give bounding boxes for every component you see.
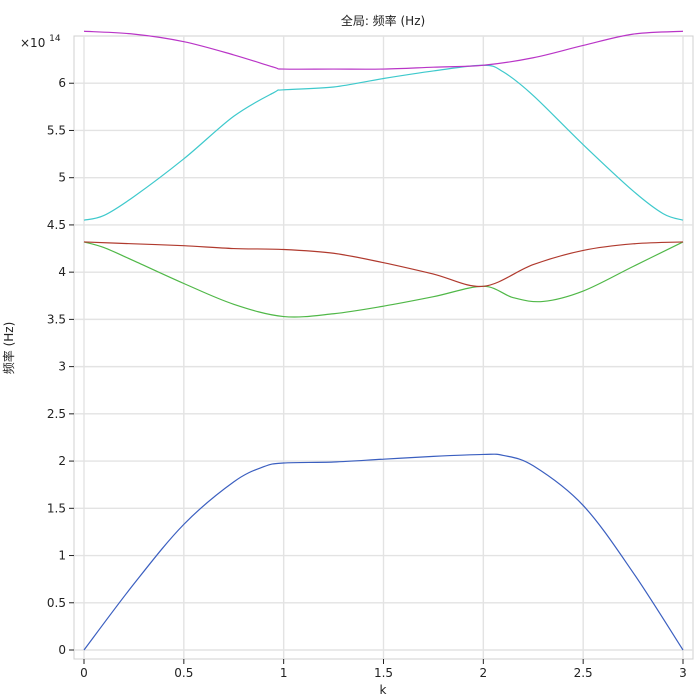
x-tick-label: 1.5 — [374, 666, 393, 680]
y-tick-label: 0.5 — [47, 596, 66, 610]
y-tick-label: 5 — [58, 171, 66, 185]
y-tick-label: 1.5 — [47, 501, 66, 515]
y-tick-label: 5.5 — [47, 123, 66, 137]
x-tick-label: 0.5 — [174, 666, 193, 680]
y-tick-label: 2 — [58, 454, 66, 468]
y-axis-label: 频率 (Hz) — [1, 322, 16, 375]
y-tick-label: 4.5 — [47, 218, 66, 232]
series-line-5 — [83, 30, 684, 70]
x-tick-label: 2 — [480, 666, 488, 680]
y-exponent: 14 — [49, 34, 61, 44]
x-axis-ticks: 0 0.5 1 1.5 2 2.5 3 — [80, 659, 687, 680]
y-tick-label: 1 — [58, 549, 66, 563]
series-line-3 — [83, 241, 684, 288]
y-multiplier: ×10 — [20, 36, 45, 50]
x-tick-label: 0 — [80, 666, 88, 680]
y-tick-label: 2.5 — [47, 407, 66, 421]
y-tick-label: 6 — [58, 76, 66, 90]
x-axis-label: k — [380, 683, 387, 697]
y-tick-label: 3.5 — [47, 312, 66, 326]
x-tick-label: 2.5 — [574, 666, 593, 680]
x-tick-label: 3 — [679, 666, 687, 680]
y-tick-label: 4 — [58, 265, 66, 279]
series-line-2 — [83, 241, 684, 318]
y-tick-label: 3 — [58, 360, 66, 374]
y-axis-ticks: 0 0.5 1 1.5 2 2.5 3 3.5 4 4.5 5 5.5 6 — [47, 76, 74, 657]
chart-title: 全局: 频率 (Hz) — [341, 13, 425, 28]
grid-lines — [74, 36, 693, 659]
series-line-1 — [83, 453, 684, 651]
series-line-4 — [83, 64, 684, 221]
series-lines — [83, 30, 684, 651]
y-multiplier-label: ×10 14 — [20, 34, 61, 50]
x-tick-label: 1 — [280, 666, 288, 680]
y-tick-label: 0 — [58, 643, 66, 657]
